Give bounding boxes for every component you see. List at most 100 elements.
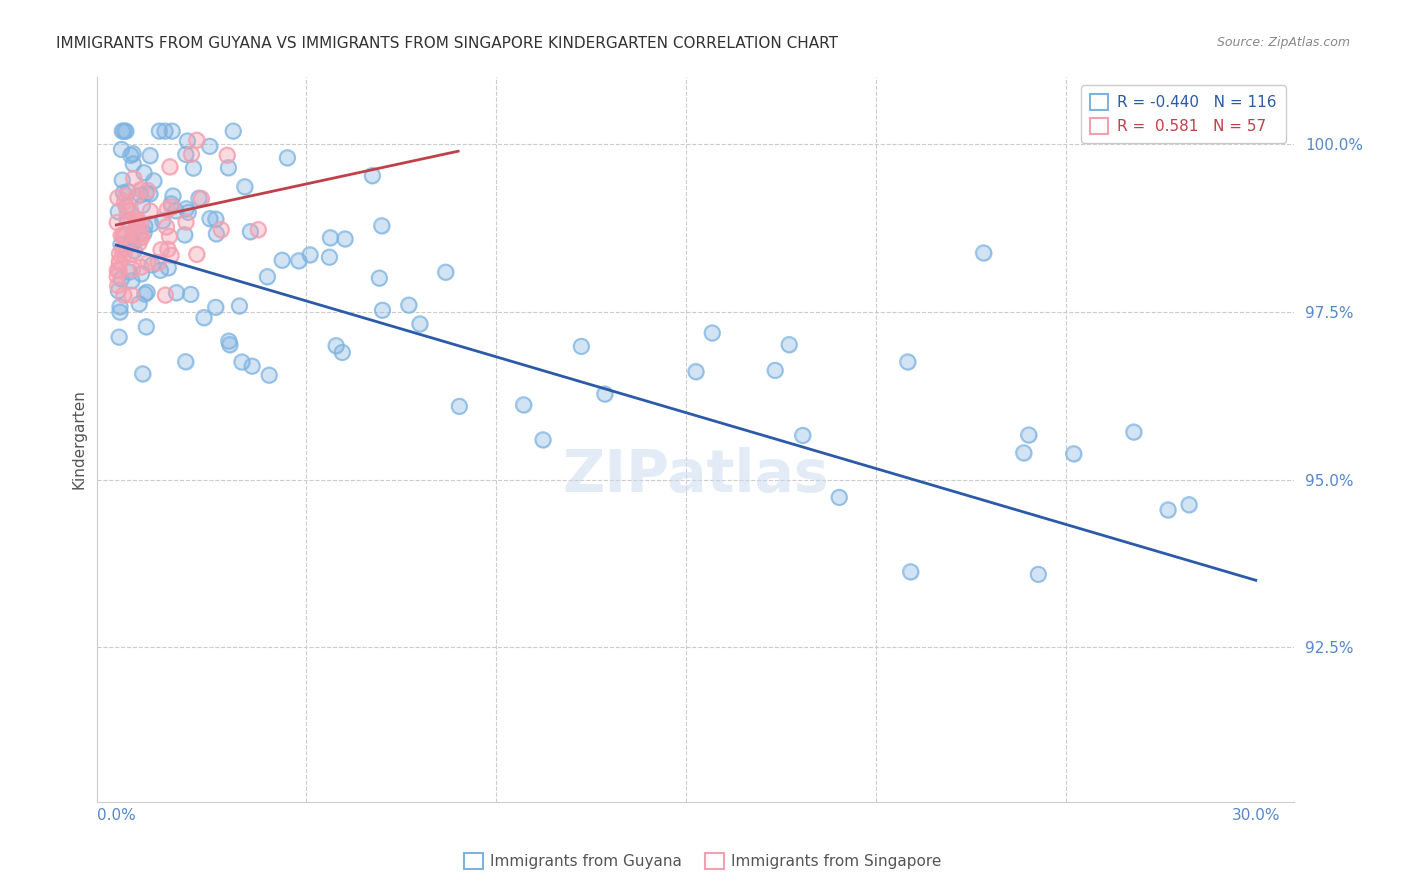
Point — [131, 230, 153, 244]
Point — [129, 217, 152, 231]
Point — [179, 287, 201, 301]
Point — [1026, 567, 1049, 582]
Point — [128, 227, 150, 242]
Point — [129, 217, 152, 231]
Point — [187, 191, 209, 205]
Point — [125, 189, 148, 203]
Point — [198, 211, 221, 226]
Point — [128, 235, 150, 250]
Point — [110, 271, 132, 285]
Point — [174, 147, 197, 161]
Point — [117, 185, 139, 199]
Point — [174, 354, 197, 368]
Point — [111, 243, 134, 257]
Point — [186, 133, 208, 147]
Point — [124, 244, 146, 258]
Point — [276, 151, 298, 165]
Point — [325, 338, 347, 352]
Text: ZIPatlas: ZIPatlas — [562, 447, 830, 504]
Point — [160, 124, 183, 138]
Point — [155, 219, 177, 234]
Point — [177, 205, 200, 219]
Point — [333, 232, 356, 246]
Point — [287, 253, 309, 268]
Point — [180, 147, 202, 161]
Point — [187, 191, 209, 205]
Point — [110, 143, 132, 157]
Point — [135, 186, 157, 200]
Point — [198, 139, 221, 153]
Point — [128, 297, 150, 311]
Point — [165, 285, 187, 300]
Point — [569, 339, 592, 353]
Point — [108, 246, 131, 260]
Point — [256, 269, 278, 284]
Point — [121, 235, 143, 249]
Point — [156, 242, 179, 256]
Point — [228, 299, 250, 313]
Point — [125, 214, 148, 228]
Point — [319, 230, 342, 244]
Point — [107, 263, 129, 277]
Point — [222, 124, 245, 138]
Text: IMMIGRANTS FROM GUYANA VS IMMIGRANTS FROM SINGAPORE KINDERGARTEN CORRELATION CHA: IMMIGRANTS FROM GUYANA VS IMMIGRANTS FRO… — [56, 36, 838, 51]
Point — [1178, 498, 1201, 512]
Point — [319, 230, 342, 244]
Point — [287, 253, 309, 268]
Point — [318, 250, 340, 264]
Point — [110, 237, 132, 252]
Point — [114, 194, 136, 209]
Point — [155, 288, 177, 302]
Point — [122, 171, 145, 186]
Point — [121, 236, 143, 251]
Point — [125, 217, 148, 231]
Point — [685, 365, 707, 379]
Point — [124, 211, 146, 226]
Point — [333, 232, 356, 246]
Point — [121, 274, 143, 288]
Point — [409, 317, 432, 331]
Point — [330, 345, 353, 359]
Point — [173, 227, 195, 242]
Point — [118, 235, 141, 249]
Point — [205, 227, 228, 241]
Point — [108, 255, 131, 269]
Point — [218, 334, 240, 348]
Point — [121, 288, 143, 302]
Point — [107, 191, 129, 205]
Point — [149, 243, 172, 257]
Point — [141, 258, 163, 272]
Point — [107, 284, 129, 298]
Point — [112, 229, 135, 244]
Point — [135, 319, 157, 334]
Point — [132, 226, 155, 240]
Point — [120, 204, 142, 219]
Point — [233, 179, 256, 194]
Point — [368, 271, 391, 285]
Point — [218, 337, 240, 351]
Point — [179, 287, 201, 301]
Point — [131, 367, 153, 381]
Point — [198, 139, 221, 153]
Point — [222, 124, 245, 138]
Point — [124, 244, 146, 258]
Point — [117, 214, 139, 228]
Point — [112, 229, 135, 244]
Point — [1178, 498, 1201, 512]
Point — [121, 262, 143, 277]
Point — [180, 147, 202, 161]
Point — [398, 298, 420, 312]
Point — [186, 133, 208, 147]
Legend: Immigrants from Guyana, Immigrants from Singapore: Immigrants from Guyana, Immigrants from … — [458, 847, 948, 875]
Point — [330, 345, 353, 359]
Point — [105, 269, 128, 284]
Point — [110, 237, 132, 252]
Point — [370, 219, 392, 233]
Point — [112, 186, 135, 200]
Point — [973, 246, 995, 260]
Point — [141, 258, 163, 272]
Point — [112, 288, 135, 302]
Point — [157, 260, 180, 275]
Point — [114, 194, 136, 209]
Point — [131, 198, 153, 212]
